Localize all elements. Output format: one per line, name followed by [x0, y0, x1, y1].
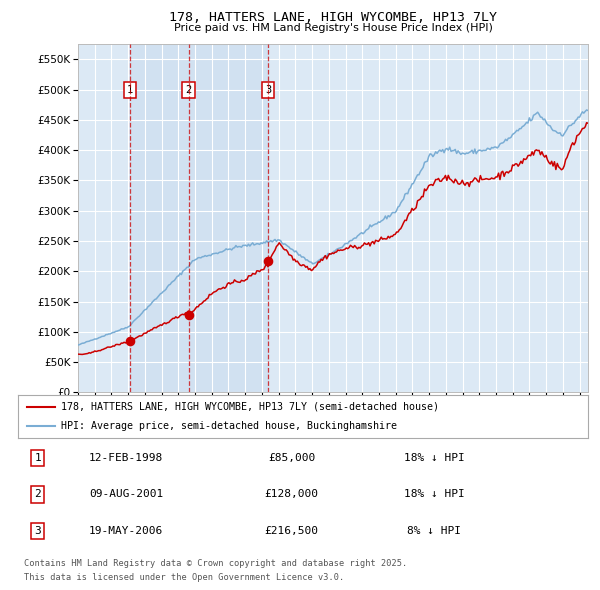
Text: 18% ↓ HPI: 18% ↓ HPI [404, 490, 464, 499]
Text: 3: 3 [265, 84, 271, 94]
Text: 18% ↓ HPI: 18% ↓ HPI [404, 453, 464, 463]
Point [263, 257, 273, 266]
Text: £216,500: £216,500 [265, 526, 319, 536]
Text: 19-MAY-2006: 19-MAY-2006 [89, 526, 163, 536]
Text: 8% ↓ HPI: 8% ↓ HPI [407, 526, 461, 536]
Bar [130, 44, 268, 392]
Text: £85,000: £85,000 [268, 453, 315, 463]
Text: 12-FEB-1998: 12-FEB-1998 [89, 453, 163, 463]
Point [125, 336, 135, 346]
Text: 1: 1 [127, 84, 133, 94]
Text: 1: 1 [35, 453, 41, 463]
Text: 2: 2 [35, 490, 41, 499]
Text: This data is licensed under the Open Government Licence v3.0.: This data is licensed under the Open Gov… [24, 572, 344, 582]
Text: 178, HATTERS LANE, HIGH WYCOMBE, HP13 7LY: 178, HATTERS LANE, HIGH WYCOMBE, HP13 7L… [169, 11, 497, 24]
Text: 09-AUG-2001: 09-AUG-2001 [89, 490, 163, 499]
Text: HPI: Average price, semi-detached house, Buckinghamshire: HPI: Average price, semi-detached house,… [61, 421, 397, 431]
Text: 2: 2 [185, 84, 191, 94]
Text: Contains HM Land Registry data © Crown copyright and database right 2025.: Contains HM Land Registry data © Crown c… [24, 559, 407, 568]
Text: 178, HATTERS LANE, HIGH WYCOMBE, HP13 7LY (semi-detached house): 178, HATTERS LANE, HIGH WYCOMBE, HP13 7L… [61, 402, 439, 412]
Point [184, 310, 193, 320]
Text: 3: 3 [35, 526, 41, 536]
Text: £128,000: £128,000 [265, 490, 319, 499]
Text: Price paid vs. HM Land Registry's House Price Index (HPI): Price paid vs. HM Land Registry's House … [173, 24, 493, 33]
